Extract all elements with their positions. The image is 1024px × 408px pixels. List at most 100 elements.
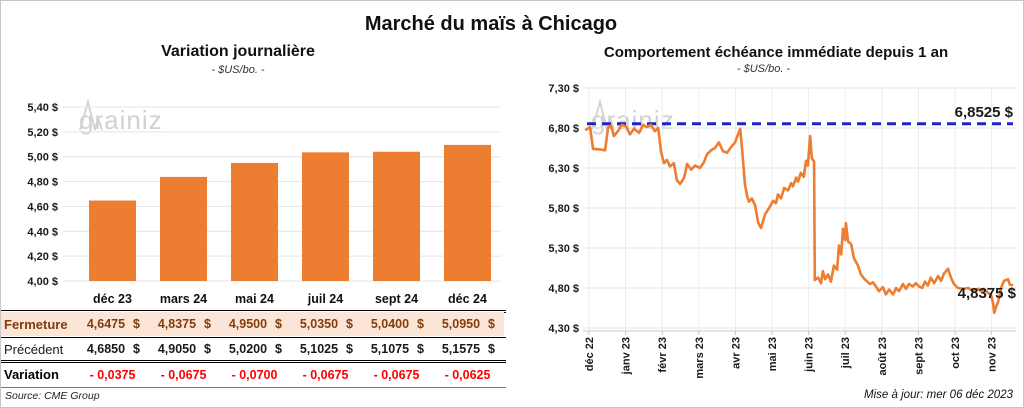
- table-cell: 4,9050 $: [148, 342, 219, 356]
- table-cell: 5,0400 $: [361, 317, 432, 331]
- currency-symbol: $: [346, 342, 353, 356]
- currency-symbol: $: [488, 342, 495, 356]
- table-cell: 4,6475 $: [77, 317, 148, 331]
- currency-symbol: $: [204, 342, 211, 356]
- table-header-row: déc 23 mars 24 mai 24 juil 24 sept 24 déc 24: [1, 289, 504, 309]
- x-axis-label: juil 23: [840, 337, 852, 369]
- table-cell: - 0,0625: [432, 368, 503, 382]
- y-axis-label: 5,30 $: [548, 243, 579, 255]
- table-cell: 5,1575 $: [432, 342, 503, 356]
- cell-value: 4,9500: [228, 317, 268, 331]
- table-cell: 5,0200 $: [219, 342, 290, 356]
- x-axis-label: janv 23: [621, 337, 633, 375]
- cell-value: 5,0350: [299, 317, 339, 331]
- table-cell: 5,1025 $: [290, 342, 361, 356]
- watermark-spike-icon: [79, 98, 103, 131]
- table-cell: - 0,0700: [219, 368, 290, 382]
- x-axis-label: oct 23: [950, 337, 962, 369]
- table-cell: - 0,0675: [148, 368, 219, 382]
- bar-mars 24: [160, 176, 207, 281]
- page-title: Marché du maïs à Chicago: [364, 13, 618, 35]
- x-axis-label: nov 23: [987, 337, 999, 372]
- cell-value: 4,6850: [86, 342, 126, 356]
- currency-symbol: $: [275, 317, 282, 331]
- x-axis-label: févr 23: [657, 337, 669, 372]
- currency-symbol: $: [488, 317, 495, 331]
- x-axis-label: avr 23: [730, 337, 742, 369]
- bar-déc 24: [444, 144, 491, 281]
- y-axis-label: 4,80 $: [548, 283, 579, 295]
- table-cell: 4,8375 $: [148, 317, 219, 331]
- y-axis-label: 5,40 $: [27, 102, 58, 114]
- currency-symbol: $: [346, 317, 353, 331]
- y-axis-label: 4,00 $: [27, 276, 58, 288]
- cell-value: 4,9050: [157, 342, 197, 356]
- table-row-variation: Variation - 0,0375 - 0,0675 - 0,0700 - 0,067…: [1, 363, 504, 386]
- y-axis-label: 6,30 $: [548, 163, 579, 175]
- y-axis-label: 4,20 $: [27, 251, 58, 263]
- column-header: juil 24: [307, 292, 344, 306]
- table-row-precedent: Précédent 4,6850 $4,9050 $5,0200 $5,1025 $5,1…: [1, 338, 504, 360]
- currency-symbol: $: [275, 342, 282, 356]
- column-header: mars 24: [159, 292, 208, 306]
- table-cell: 5,0350 $: [290, 317, 361, 331]
- line-chart-title: Comportement échéance immédiate depuis 1…: [603, 44, 949, 61]
- cell-value: - 0,0675: [373, 367, 420, 382]
- front-month-line-chart: 7,30 $ 6,80 $ 6,30 $ 5,80 $ 5,30 $ 4,80 $ 4,30…: [548, 83, 1016, 379]
- cell-value: 4,8375: [157, 317, 197, 331]
- row-label: Variation: [4, 367, 59, 382]
- cell-value: 4,6475: [86, 317, 126, 331]
- daily-variation-bar-chart: 5,40 $ 5,20 $ 5,00 $ 4,80 $ 4,60 $ 4,40 $ 4,20…: [27, 102, 501, 288]
- table-cell: 5,0950 $: [432, 317, 503, 331]
- bar-chart-title: Variation journalière: [161, 43, 315, 60]
- watermark-text-suffix: iz: [141, 105, 163, 135]
- table-cell: 5,1075 $: [361, 342, 432, 356]
- cell-value: - 0,0675: [302, 367, 349, 382]
- line-chart-subtitle: - $US/bo. -: [736, 63, 791, 75]
- y-axis-label: 5,80 $: [548, 203, 579, 215]
- y-axis-label: 7,30 $: [548, 83, 579, 95]
- cell-value: 5,1025: [299, 342, 339, 356]
- price-line: [584, 123, 1014, 315]
- cell-value: 5,0200: [228, 342, 268, 356]
- currency-symbol: $: [417, 317, 424, 331]
- table-cell: - 0,0675: [290, 368, 361, 382]
- y-axis-label: 4,30 $: [548, 323, 579, 335]
- table-cell: 4,9500 $: [219, 317, 290, 331]
- table-row-fermeture: Fermeture 4,6475 $4,8375 $4,9500 $5,0350 $5,0…: [1, 312, 504, 336]
- y-axis-label: 4,40 $: [27, 226, 58, 238]
- y-axis-label: 5,00 $: [27, 152, 58, 164]
- update-note: Mise à jour: mer 06 déc 2023: [864, 389, 1013, 401]
- table-cell: 4,6850 $: [77, 342, 148, 356]
- table-cell: - 0,0375: [77, 368, 148, 382]
- grainwiz-watermark: grain iz: [79, 98, 163, 135]
- x-axis-label: sept 23: [913, 337, 925, 375]
- table-border-top: [1, 310, 506, 313]
- row-label: Précédent: [4, 341, 64, 357]
- cell-value: 5,1075: [370, 342, 410, 356]
- column-header: sept 24: [374, 292, 419, 306]
- table-divider-double: [1, 360, 506, 363]
- table-cell: - 0,0675: [361, 368, 432, 382]
- reference-value-label: 6,8525 $: [955, 104, 1014, 121]
- x-axis-label: juin 23: [804, 337, 816, 373]
- table-border-bottom: [1, 387, 506, 388]
- source-note: Source: CME Group: [5, 390, 100, 402]
- column-header: déc 23: [93, 292, 132, 306]
- currency-symbol: $: [133, 317, 140, 331]
- y-axis-label: 4,60 $: [27, 201, 58, 213]
- cell-value: 5,0950: [441, 317, 481, 331]
- bar-chart-subtitle: - $US/bo. -: [211, 64, 265, 76]
- y-axis-label: 6,80 $: [548, 123, 579, 135]
- bar-juil 24: [302, 152, 349, 281]
- currency-symbol: $: [417, 342, 424, 356]
- cell-value: 5,0400: [370, 317, 410, 331]
- x-axis-label: mai 23: [767, 337, 779, 371]
- y-axis-label: 4,80 $: [27, 177, 58, 189]
- bar-déc 23: [89, 200, 136, 281]
- y-axis-label: 5,20 $: [27, 127, 58, 139]
- cell-value: - 0,0625: [444, 367, 491, 382]
- x-axis-label: mars 23: [694, 337, 706, 379]
- cell-value: - 0,0375: [89, 367, 136, 382]
